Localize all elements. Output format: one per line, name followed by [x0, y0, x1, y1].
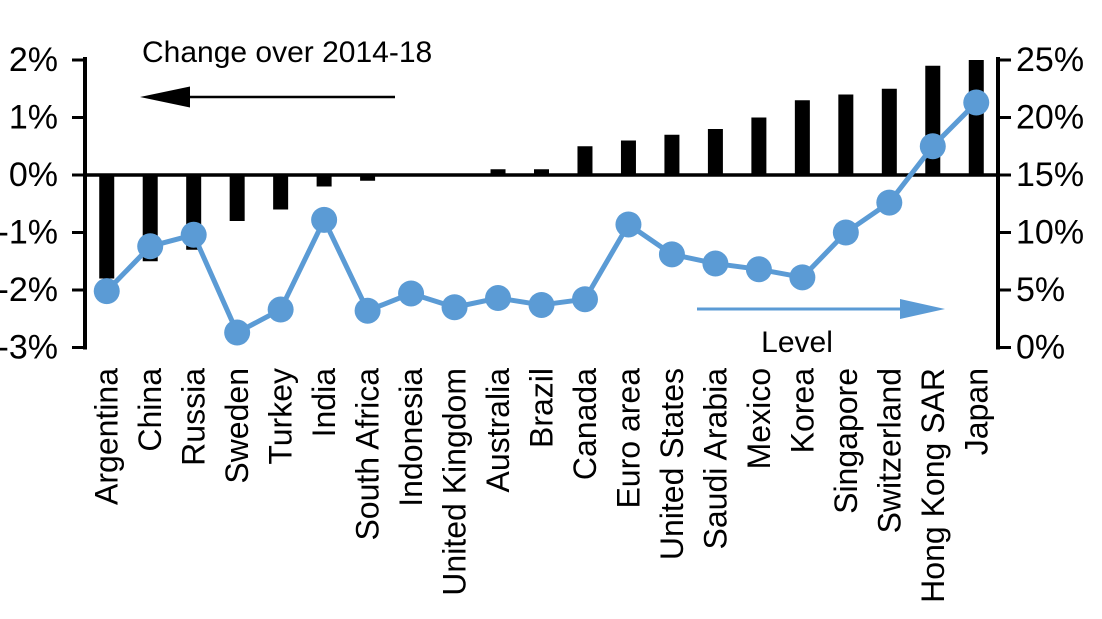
- left-arrow-icon: [140, 86, 190, 108]
- bar-turkey: [273, 175, 289, 210]
- marker-korea: [789, 264, 816, 291]
- bar-mexico: [751, 117, 767, 175]
- marker-argentina: [93, 278, 120, 305]
- marker-euro-area: [615, 211, 642, 238]
- bar-united-states: [664, 134, 680, 175]
- marker-russia: [180, 221, 207, 248]
- category-label-china: China: [132, 368, 168, 452]
- line-series-annotation: Level: [761, 326, 833, 359]
- marker-singapore: [832, 219, 859, 246]
- right-axis-tick-label: 15%: [1016, 156, 1084, 194]
- category-label-mexico: Mexico: [741, 368, 777, 469]
- marker-united-states: [658, 241, 685, 268]
- marker-indonesia: [398, 280, 425, 307]
- category-label-sweden: Sweden: [219, 368, 255, 484]
- bar-australia: [490, 169, 506, 175]
- left-axis-tick-label: 2%: [9, 41, 58, 79]
- left-axis-tick-label: 0%: [9, 156, 58, 194]
- marker-united-kingdom: [441, 294, 468, 321]
- category-label-euro-area: Euro area: [610, 368, 646, 509]
- left-axis-tick-label: -3%: [0, 329, 58, 367]
- bar-argentina: [99, 175, 115, 279]
- marker-china: [137, 233, 164, 260]
- marker-saudi-arabia: [702, 250, 729, 277]
- category-label-korea: Korea: [784, 368, 820, 454]
- right-axis-tick-label: 5%: [1016, 271, 1065, 309]
- category-label-canada: Canada: [567, 368, 603, 480]
- right-arrow-icon: [900, 299, 945, 319]
- category-label-argentina: Argentina: [89, 368, 125, 505]
- bar-saudi-arabia: [707, 129, 723, 175]
- marker-japan: [963, 89, 990, 116]
- category-label-hong-kong-sar: Hong Kong SAR: [915, 368, 951, 603]
- right-axis-tick-label: 0%: [1016, 329, 1065, 367]
- category-label-saudi-arabia: Saudi Arabia: [697, 368, 733, 550]
- marker-brazil: [528, 291, 555, 318]
- marker-canada: [571, 286, 598, 313]
- bar-euro-area: [620, 140, 636, 175]
- bar-india: [316, 175, 332, 187]
- bar-japan: [968, 60, 984, 175]
- bar-singapore: [838, 94, 854, 175]
- marker-south-africa: [354, 297, 381, 324]
- right-axis-tick-label: 25%: [1016, 41, 1084, 79]
- bar-brazil: [534, 169, 549, 175]
- bar-switzerland: [881, 88, 897, 175]
- marker-mexico: [745, 256, 772, 283]
- category-label-switzerland: Switzerland: [871, 368, 907, 533]
- left-axis-tick-label: 1%: [9, 99, 58, 137]
- category-label-india: India: [306, 368, 342, 438]
- category-label-indonesia: Indonesia: [393, 368, 429, 507]
- marker-turkey: [267, 296, 294, 323]
- category-label-singapore: Singapore: [828, 368, 864, 514]
- marker-australia: [485, 285, 512, 312]
- category-label-united-states: United States: [654, 368, 690, 560]
- marker-sweden: [224, 319, 251, 346]
- marker-india: [311, 206, 338, 233]
- category-label-russia: Russia: [176, 368, 212, 466]
- left-axis-tick-label: -1%: [0, 214, 58, 252]
- bar-sweden: [229, 175, 245, 221]
- marker-switzerland: [876, 189, 903, 216]
- bar-south-africa: [360, 175, 376, 181]
- right-axis-tick-label: 20%: [1016, 99, 1084, 137]
- category-label-south-africa: South Africa: [350, 368, 386, 541]
- bar-canada: [577, 146, 593, 175]
- left-axis-tick-label: -2%: [0, 271, 58, 309]
- marker-hong-kong-sar: [919, 133, 946, 160]
- category-label-brazil: Brazil: [524, 368, 560, 448]
- category-label-japan: Japan: [958, 368, 994, 455]
- bar-korea: [794, 100, 810, 175]
- right-axis-tick-label: 10%: [1016, 214, 1084, 252]
- bar-series-annotation: Change over 2014-18: [142, 36, 432, 69]
- category-label-turkey: Turkey: [263, 368, 299, 465]
- category-label-united-kingdom: United Kingdom: [437, 368, 473, 596]
- category-label-australia: Australia: [480, 368, 516, 493]
